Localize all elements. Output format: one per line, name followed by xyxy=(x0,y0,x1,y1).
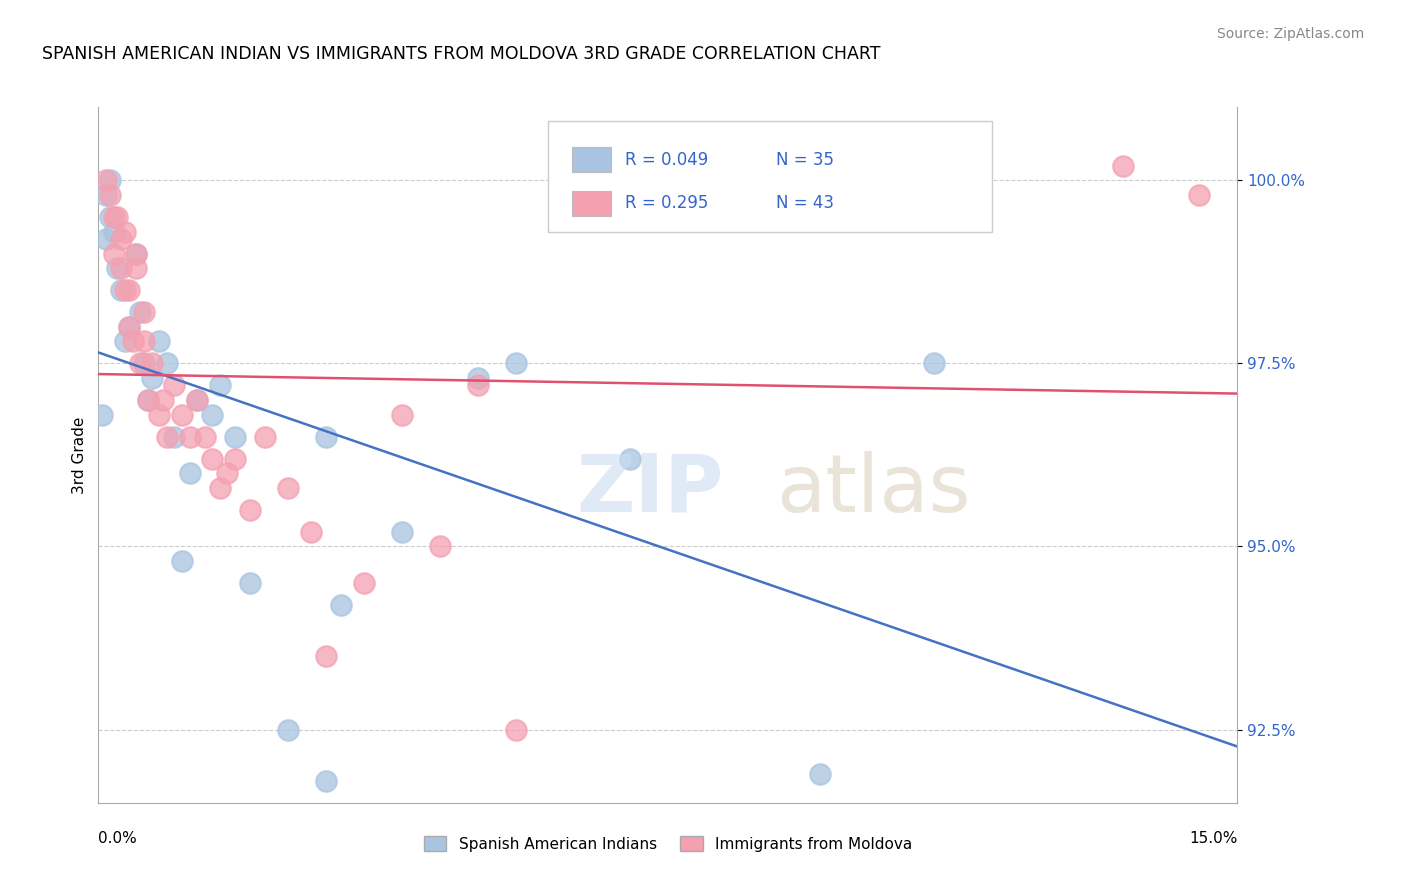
Point xyxy=(277,481,299,495)
Point xyxy=(125,246,148,260)
Point xyxy=(808,766,831,780)
Point xyxy=(170,408,193,422)
Point xyxy=(201,451,224,466)
Point xyxy=(141,371,163,385)
Point xyxy=(239,503,262,517)
Point xyxy=(91,408,114,422)
Point xyxy=(391,408,413,422)
Point xyxy=(141,356,163,370)
Y-axis label: 3rd Grade: 3rd Grade xyxy=(72,417,87,493)
Point xyxy=(391,524,413,539)
Point xyxy=(315,773,337,788)
Point xyxy=(179,467,201,481)
Point xyxy=(107,261,129,276)
Point xyxy=(194,429,217,443)
Point xyxy=(118,319,141,334)
Legend: Spanish American Indians, Immigrants from Moldova: Spanish American Indians, Immigrants fro… xyxy=(418,830,918,858)
Point xyxy=(170,554,193,568)
Text: atlas: atlas xyxy=(776,450,970,529)
FancyBboxPatch shape xyxy=(548,121,993,232)
Point xyxy=(114,283,136,297)
Point xyxy=(110,261,132,276)
Point xyxy=(163,378,186,392)
Point xyxy=(208,481,231,495)
Point xyxy=(114,225,136,239)
Point xyxy=(148,408,170,422)
Point xyxy=(110,232,132,246)
Point xyxy=(619,451,641,466)
Point xyxy=(132,305,155,319)
Point xyxy=(315,649,337,664)
Text: 0.0%: 0.0% xyxy=(98,830,138,846)
Text: Source: ZipAtlas.com: Source: ZipAtlas.com xyxy=(1216,27,1364,41)
Point xyxy=(103,210,125,224)
Point xyxy=(156,356,179,370)
Point xyxy=(239,576,262,591)
Point xyxy=(94,232,117,246)
Text: SPANISH AMERICAN INDIAN VS IMMIGRANTS FROM MOLDOVA 3RD GRADE CORRELATION CHART: SPANISH AMERICAN INDIAN VS IMMIGRANTS FR… xyxy=(42,45,880,62)
Text: R = 0.049: R = 0.049 xyxy=(624,151,707,169)
Point xyxy=(132,356,155,370)
Point xyxy=(107,210,129,224)
Point xyxy=(156,429,179,443)
Text: N = 35: N = 35 xyxy=(776,151,834,169)
Point xyxy=(224,451,246,466)
Point xyxy=(121,334,143,349)
Point xyxy=(186,392,208,407)
Text: 15.0%: 15.0% xyxy=(1189,830,1237,846)
Point xyxy=(353,576,375,591)
Point xyxy=(94,173,117,187)
Point xyxy=(110,283,132,297)
Point xyxy=(208,378,231,392)
Point xyxy=(148,334,170,349)
Point xyxy=(129,356,152,370)
Point xyxy=(467,378,489,392)
Point xyxy=(179,429,201,443)
Point xyxy=(103,225,125,239)
Point xyxy=(315,429,337,443)
Point xyxy=(114,334,136,349)
Point xyxy=(125,246,148,260)
Point xyxy=(201,408,224,422)
Point xyxy=(277,723,299,737)
FancyBboxPatch shape xyxy=(572,191,610,216)
Point xyxy=(299,524,322,539)
Point xyxy=(98,210,121,224)
Point xyxy=(132,334,155,349)
Point xyxy=(125,261,148,276)
Point xyxy=(98,188,121,202)
Point xyxy=(922,356,945,370)
Point xyxy=(118,319,141,334)
Point xyxy=(505,723,527,737)
Point xyxy=(330,598,353,612)
Text: N = 43: N = 43 xyxy=(776,194,834,212)
Point xyxy=(505,356,527,370)
Text: ZIP: ZIP xyxy=(576,450,724,529)
Point xyxy=(163,429,186,443)
FancyBboxPatch shape xyxy=(572,147,610,172)
Point xyxy=(217,467,239,481)
Point xyxy=(136,392,159,407)
Point xyxy=(136,392,159,407)
Text: R = 0.295: R = 0.295 xyxy=(624,194,709,212)
Point xyxy=(94,188,117,202)
Point xyxy=(118,283,141,297)
Point xyxy=(1112,159,1135,173)
Point xyxy=(103,246,125,260)
Point xyxy=(467,371,489,385)
Point xyxy=(129,305,152,319)
Point xyxy=(1188,188,1211,202)
Point xyxy=(254,429,277,443)
Point xyxy=(98,173,121,187)
Point xyxy=(429,540,451,554)
Point xyxy=(224,429,246,443)
Point xyxy=(152,392,174,407)
Point xyxy=(186,392,208,407)
